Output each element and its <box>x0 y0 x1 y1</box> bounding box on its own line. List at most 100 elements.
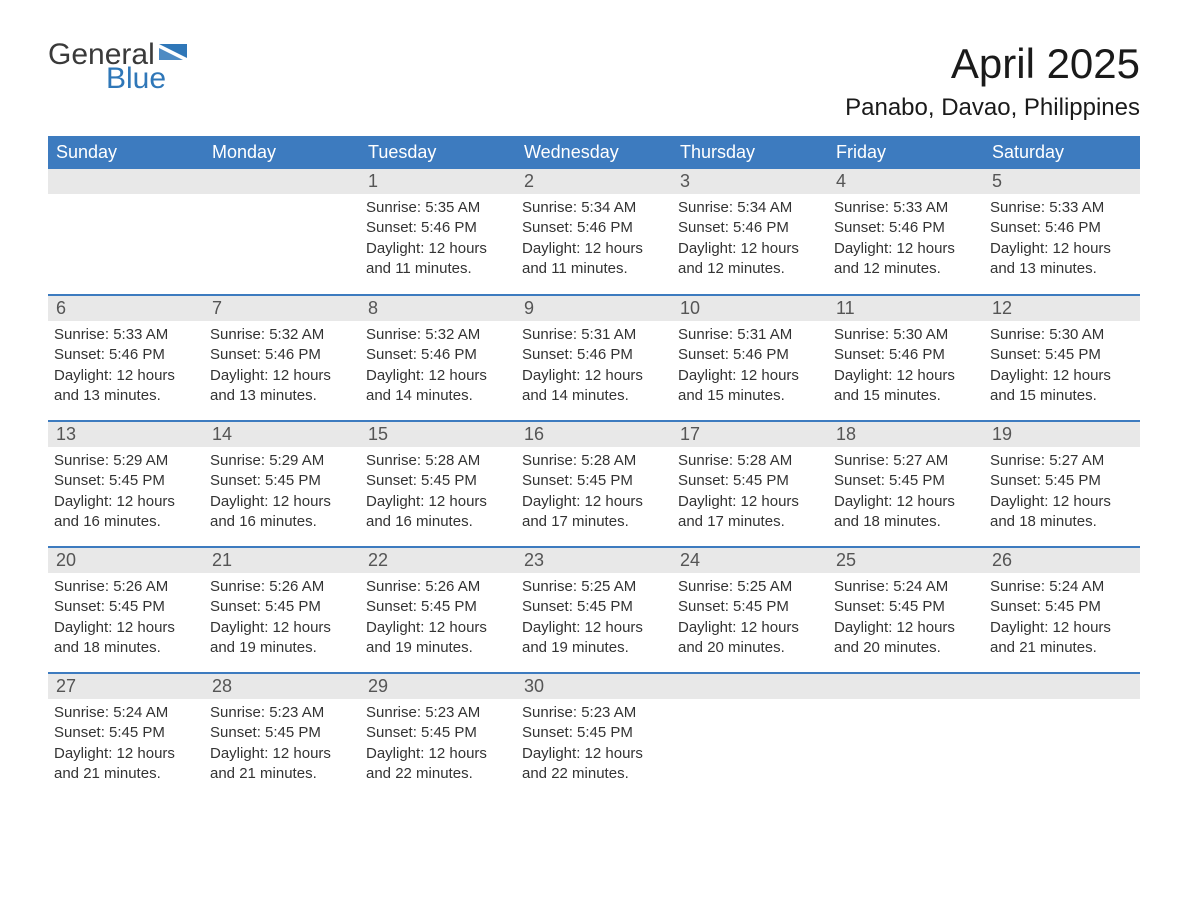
daylight-line: Daylight: 12 hours and 19 minutes. <box>210 618 354 659</box>
calendar-cell: 19Sunrise: 5:27 AMSunset: 5:45 PMDayligh… <box>984 421 1140 547</box>
daylight-line: Daylight: 12 hours and 14 minutes. <box>522 366 666 407</box>
sunrise-label: Sunrise: <box>366 326 425 343</box>
daylight-label: Daylight: <box>366 493 429 510</box>
calendar-cell: 21Sunrise: 5:26 AMSunset: 5:45 PMDayligh… <box>204 547 360 673</box>
sunset-label: Sunset: <box>522 346 577 363</box>
day-number: 15 <box>360 422 516 447</box>
sunset-value: 5:45 PM <box>1045 472 1101 489</box>
sunset-line: Sunset: 5:46 PM <box>522 218 666 238</box>
sunrise-label: Sunrise: <box>834 452 893 469</box>
daylight-label: Daylight: <box>834 493 897 510</box>
sunset-label: Sunset: <box>210 724 265 741</box>
calendar-cell: 26Sunrise: 5:24 AMSunset: 5:45 PMDayligh… <box>984 547 1140 673</box>
sunset-value: 5:45 PM <box>109 472 165 489</box>
sunset-value: 5:46 PM <box>577 219 633 236</box>
sunrise-label: Sunrise: <box>210 704 269 721</box>
daylight-line: Daylight: 12 hours and 11 minutes. <box>366 239 510 280</box>
sunrise-value: 5:26 AM <box>269 578 324 595</box>
sunrise-label: Sunrise: <box>210 326 269 343</box>
daylight-line: Daylight: 12 hours and 20 minutes. <box>834 618 978 659</box>
day-number: 14 <box>204 422 360 447</box>
sunset-value: 5:46 PM <box>577 346 633 363</box>
day-number: 19 <box>984 422 1140 447</box>
daylight-label: Daylight: <box>834 619 897 636</box>
calendar-cell: 22Sunrise: 5:26 AMSunset: 5:45 PMDayligh… <box>360 547 516 673</box>
day-number: 18 <box>828 422 984 447</box>
day-header-row: SundayMondayTuesdayWednesdayThursdayFrid… <box>48 136 1140 169</box>
sunset-value: 5:45 PM <box>421 472 477 489</box>
day-body: Sunrise: 5:23 AMSunset: 5:45 PMDaylight:… <box>516 699 672 792</box>
sunset-label: Sunset: <box>54 346 109 363</box>
daylight-line: Daylight: 12 hours and 22 minutes. <box>366 744 510 785</box>
sunrise-line: Sunrise: 5:31 AM <box>522 325 666 345</box>
sunset-label: Sunset: <box>54 472 109 489</box>
daylight-label: Daylight: <box>366 367 429 384</box>
day-number: 6 <box>48 296 204 321</box>
calendar-cell: 5Sunrise: 5:33 AMSunset: 5:46 PMDaylight… <box>984 169 1140 295</box>
day-number: 30 <box>516 674 672 699</box>
day-number: 23 <box>516 548 672 573</box>
sunset-line: Sunset: 5:45 PM <box>54 597 198 617</box>
daylight-label: Daylight: <box>522 619 585 636</box>
title-block: April 2025 Panabo, Davao, Philippines <box>845 40 1140 130</box>
day-body: Sunrise: 5:26 AMSunset: 5:45 PMDaylight:… <box>48 573 204 666</box>
sunrise-label: Sunrise: <box>54 578 113 595</box>
sunrise-value: 5:32 AM <box>425 326 480 343</box>
calendar-cell: 16Sunrise: 5:28 AMSunset: 5:45 PMDayligh… <box>516 421 672 547</box>
logo: General Blue <box>48 40 187 94</box>
sunrise-line: Sunrise: 5:34 AM <box>678 198 822 218</box>
calendar-cell: 7Sunrise: 5:32 AMSunset: 5:46 PMDaylight… <box>204 295 360 421</box>
daylight-label: Daylight: <box>210 493 273 510</box>
sunrise-value: 5:24 AM <box>893 578 948 595</box>
sunrise-label: Sunrise: <box>522 704 581 721</box>
day-number-empty <box>828 674 984 699</box>
daylight-label: Daylight: <box>678 619 741 636</box>
day-body: Sunrise: 5:24 AMSunset: 5:45 PMDaylight:… <box>828 573 984 666</box>
sunset-value: 5:45 PM <box>733 598 789 615</box>
sunrise-line: Sunrise: 5:32 AM <box>366 325 510 345</box>
sunrise-value: 5:33 AM <box>113 326 168 343</box>
day-number: 28 <box>204 674 360 699</box>
sunrise-label: Sunrise: <box>54 452 113 469</box>
sunrise-value: 5:26 AM <box>113 578 168 595</box>
sunset-line: Sunset: 5:45 PM <box>366 723 510 743</box>
sunset-label: Sunset: <box>834 219 889 236</box>
sunset-label: Sunset: <box>366 472 421 489</box>
daylight-line: Daylight: 12 hours and 16 minutes. <box>366 492 510 533</box>
daylight-label: Daylight: <box>210 619 273 636</box>
sunrise-label: Sunrise: <box>990 326 1049 343</box>
day-body: Sunrise: 5:34 AMSunset: 5:46 PMDaylight:… <box>672 194 828 287</box>
day-body-empty <box>48 194 204 274</box>
daylight-label: Daylight: <box>366 240 429 257</box>
sunrise-label: Sunrise: <box>834 199 893 216</box>
daylight-label: Daylight: <box>54 745 117 762</box>
sunrise-label: Sunrise: <box>366 704 425 721</box>
day-number: 20 <box>48 548 204 573</box>
day-body: Sunrise: 5:29 AMSunset: 5:45 PMDaylight:… <box>48 447 204 540</box>
calendar-cell: 6Sunrise: 5:33 AMSunset: 5:46 PMDaylight… <box>48 295 204 421</box>
daylight-label: Daylight: <box>522 493 585 510</box>
sunset-label: Sunset: <box>366 598 421 615</box>
day-body: Sunrise: 5:25 AMSunset: 5:45 PMDaylight:… <box>672 573 828 666</box>
sunrise-value: 5:25 AM <box>581 578 636 595</box>
day-number-empty <box>48 169 204 194</box>
sunrise-label: Sunrise: <box>54 326 113 343</box>
header: General Blue April 2025 Panabo, Davao, P… <box>48 40 1140 130</box>
daylight-line: Daylight: 12 hours and 20 minutes. <box>678 618 822 659</box>
sunrise-label: Sunrise: <box>366 452 425 469</box>
daylight-line: Daylight: 12 hours and 12 minutes. <box>678 239 822 280</box>
daylight-line: Daylight: 12 hours and 19 minutes. <box>366 618 510 659</box>
day-number: 25 <box>828 548 984 573</box>
sunrise-line: Sunrise: 5:28 AM <box>678 451 822 471</box>
sunrise-line: Sunrise: 5:28 AM <box>522 451 666 471</box>
sunset-line: Sunset: 5:45 PM <box>522 723 666 743</box>
sunset-label: Sunset: <box>834 472 889 489</box>
day-header: Thursday <box>672 136 828 169</box>
daylight-line: Daylight: 12 hours and 18 minutes. <box>990 492 1134 533</box>
day-number: 11 <box>828 296 984 321</box>
sunset-line: Sunset: 5:45 PM <box>210 471 354 491</box>
sunset-line: Sunset: 5:45 PM <box>210 597 354 617</box>
daylight-line: Daylight: 12 hours and 19 minutes. <box>522 618 666 659</box>
sunrise-value: 5:31 AM <box>581 326 636 343</box>
sunset-line: Sunset: 5:46 PM <box>522 345 666 365</box>
